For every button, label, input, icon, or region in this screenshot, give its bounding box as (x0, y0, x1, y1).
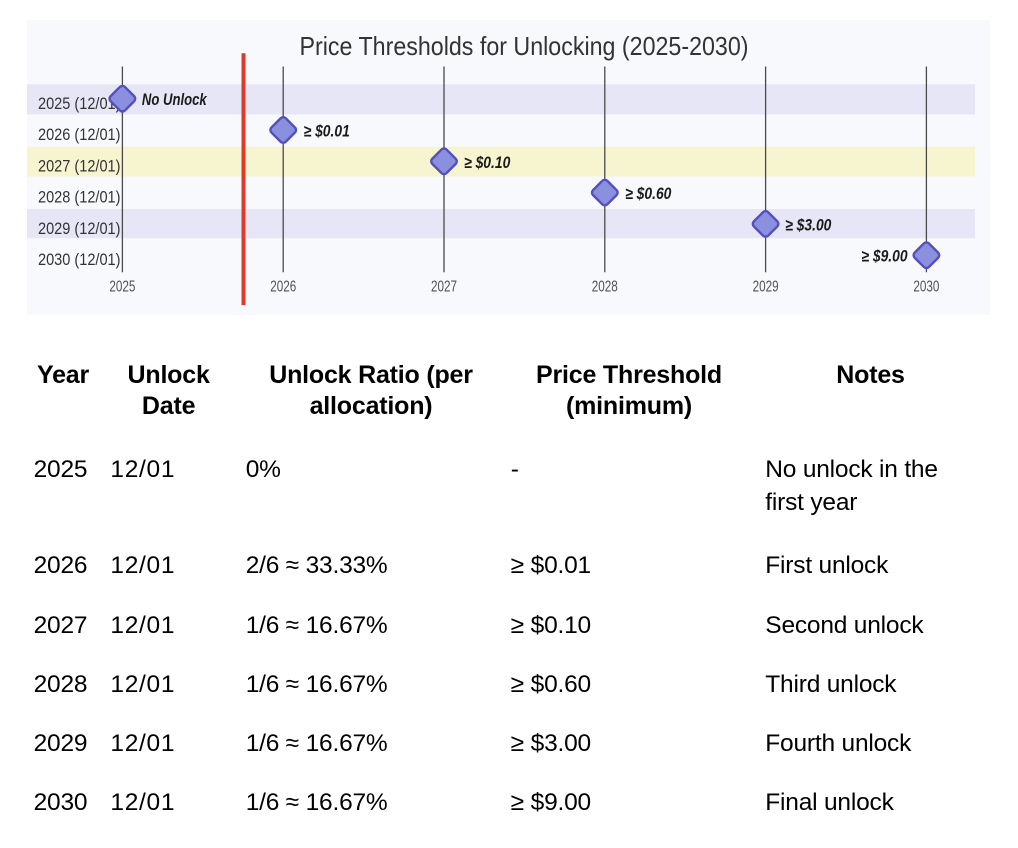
svg-text:2029 (12/01): 2029 (12/01) (38, 220, 121, 238)
svg-text:2025: 2025 (109, 278, 135, 295)
svg-text:2026: 2026 (270, 278, 296, 295)
svg-text:2030: 2030 (913, 278, 939, 295)
svg-text:≥ $9.00: ≥ $9.00 (861, 248, 908, 266)
svg-text:2028: 2028 (592, 278, 618, 295)
svg-text:2030 (12/01): 2030 (12/01) (38, 251, 121, 269)
svg-text:2029: 2029 (753, 278, 779, 295)
svg-text:No Unlock: No Unlock (142, 91, 207, 109)
svg-text:2027: 2027 (431, 278, 457, 295)
svg-text:≥ $3.00: ≥ $3.00 (785, 216, 832, 234)
svg-text:≥ $0.01: ≥ $0.01 (304, 123, 350, 141)
svg-text:2025 (12/01): 2025 (12/01) (38, 95, 121, 113)
svg-text:≥ $0.60: ≥ $0.60 (625, 185, 672, 203)
svg-text:Price Thresholds for Unlocking: Price Thresholds for Unlocking (2025-203… (300, 33, 749, 61)
svg-text:≥ $0.10: ≥ $0.10 (464, 154, 511, 172)
svg-text:2028 (12/01): 2028 (12/01) (38, 189, 121, 207)
svg-text:2027 (12/01): 2027 (12/01) (38, 158, 121, 176)
svg-text:2026 (12/01): 2026 (12/01) (38, 126, 121, 144)
